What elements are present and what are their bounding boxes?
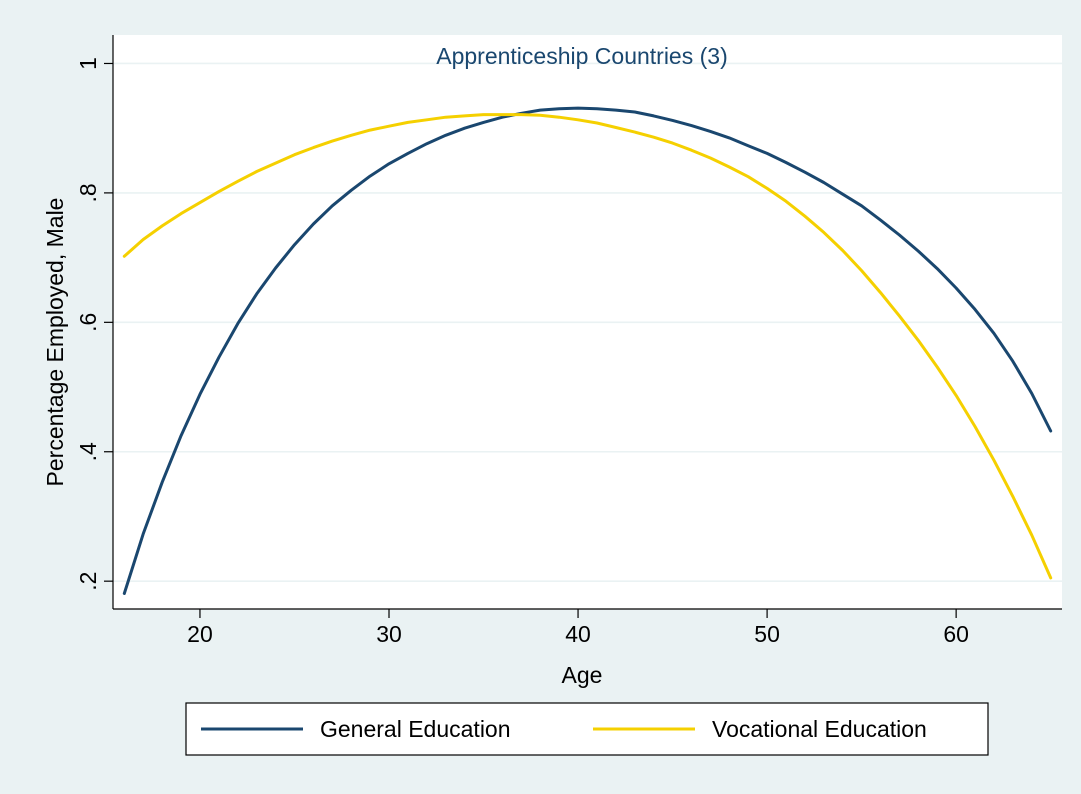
x-axis-label: Age [562,662,603,688]
legend-box [185,702,989,756]
x-tick-label-3: 50 [754,621,780,647]
y-tick-label-3: .8 [75,183,101,202]
x-tick-label-2: 40 [565,621,591,647]
legend: General Education Vocational Education [185,702,989,756]
y-tick-label-2: .6 [75,313,101,332]
x-tick-label-0: 20 [187,621,213,647]
x-tick-label-4: 60 [943,621,969,647]
x-tick-label-1: 30 [376,621,402,647]
y-tick-label-0: .2 [75,572,101,591]
y-axis-label: Percentage Employed, Male [42,198,68,487]
series-line-vocational-education [122,113,1053,580]
y-tick-label-1: .4 [75,442,101,461]
y-tick-label-4: 1 [75,57,101,70]
chart-title: Apprenticeship Countries (3) [436,43,727,69]
tick-labels: .2 .4 .6 .8 1 20 30 40 50 60 [75,57,969,647]
series-lines [122,106,1053,595]
legend-label-general: General Education [320,716,511,742]
axes [104,35,1062,618]
series-line-general-education [122,106,1053,595]
legend-label-vocational: Vocational Education [712,716,927,742]
